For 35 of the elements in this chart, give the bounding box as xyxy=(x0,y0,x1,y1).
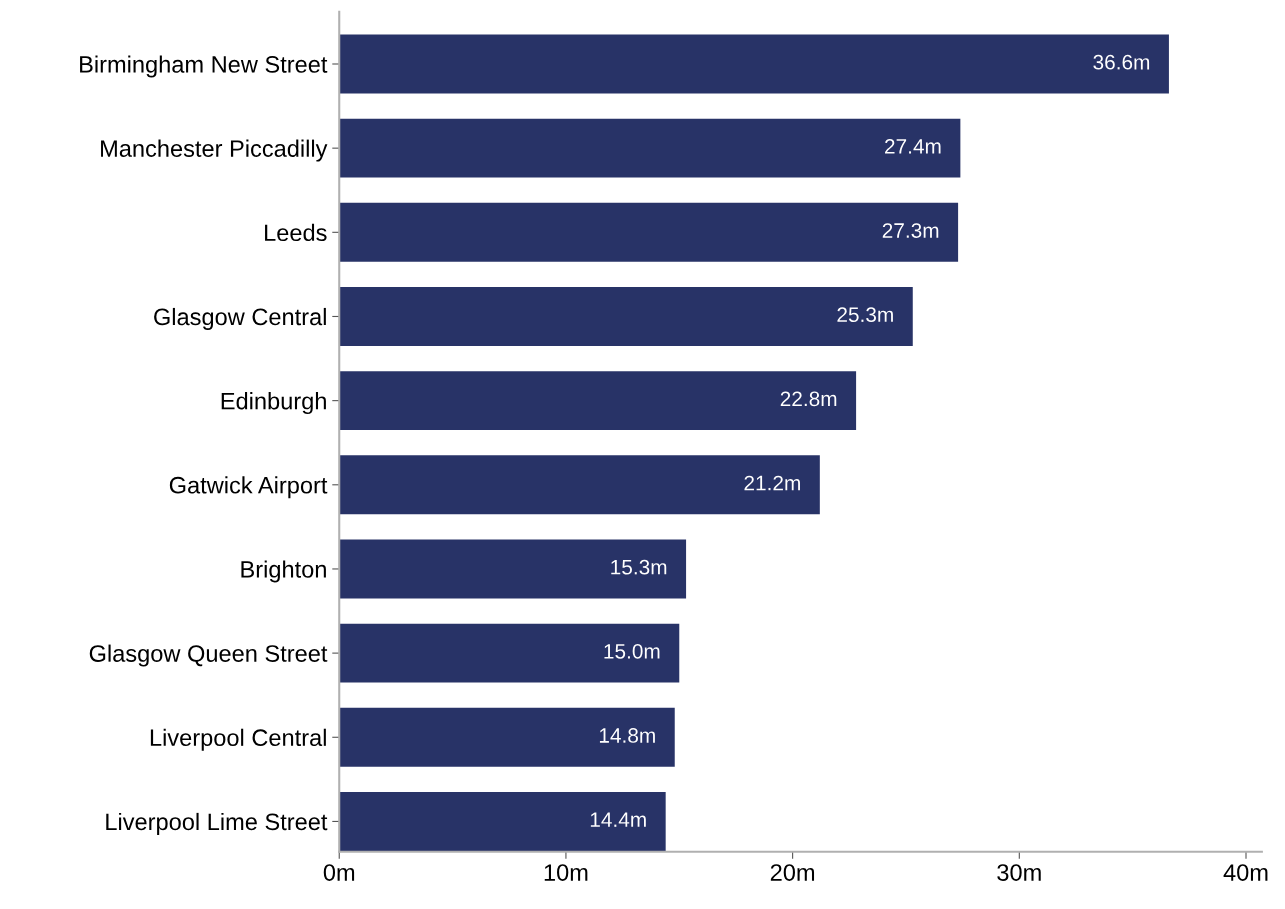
data-label: 14.8m xyxy=(599,728,655,743)
bar xyxy=(339,707,675,767)
y-tick-label: Glasgow Central xyxy=(154,307,326,330)
x-tick-label: 40m xyxy=(1223,864,1268,881)
data-label: 15.0m xyxy=(604,643,660,659)
bar xyxy=(339,34,1169,94)
data-label: 27.4m xyxy=(885,139,941,154)
bar xyxy=(339,287,913,346)
bar xyxy=(339,202,959,262)
x-tick-label: 20m xyxy=(770,864,815,881)
y-tick-label: Liverpool Central xyxy=(150,728,326,751)
data-label: 15.3m xyxy=(611,559,667,575)
bar xyxy=(339,539,687,599)
bar xyxy=(339,791,666,851)
y-tick-label: Edinburgh xyxy=(221,392,326,415)
y-tick-label: Gatwick Airport xyxy=(169,476,328,499)
bar xyxy=(339,455,820,515)
y-tick-label: Brighton xyxy=(241,560,326,583)
y-tick-label: Glasgow Queen Street xyxy=(89,644,328,667)
y-tick-label: Birmingham New Street xyxy=(80,55,328,78)
y-tick-label: Leeds xyxy=(265,223,327,242)
bar xyxy=(339,118,961,178)
x-tick-label: 10m xyxy=(544,864,588,881)
data-label: 14.4m xyxy=(590,812,646,827)
data-label: 22.8m xyxy=(780,391,837,407)
y-tick-label: Manchester Piccadilly xyxy=(101,139,328,162)
data-label: 21.2m xyxy=(744,475,800,491)
data-label: 36.6m xyxy=(1093,54,1150,70)
data-label: 27.3m xyxy=(882,223,939,238)
x-tick-label: 0m xyxy=(323,864,355,881)
bar xyxy=(339,623,680,683)
data-label: 25.3m xyxy=(837,307,893,323)
y-tick-label: Liverpool Lime Street xyxy=(106,812,328,835)
x-tick-label: 30m xyxy=(997,864,1041,881)
bar xyxy=(339,371,857,431)
